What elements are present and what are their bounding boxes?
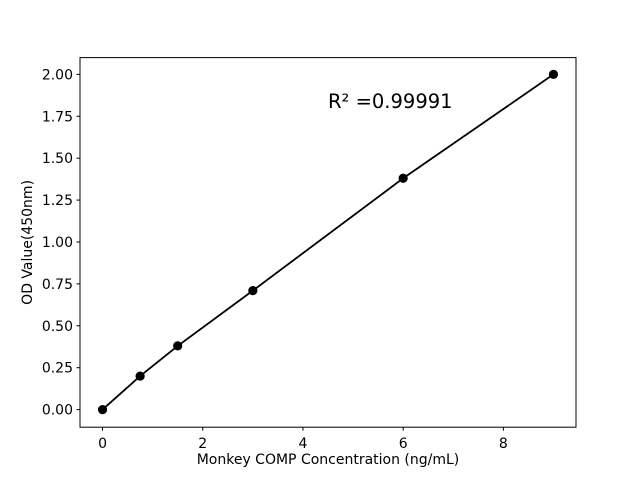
x-axis-label: Monkey COMP Concentration (ng/mL) <box>197 452 460 468</box>
series-line <box>101 73 554 411</box>
x-axis-ticks: 0 2 4 6 8 <box>98 427 508 452</box>
y-tick-label: 1.25 <box>42 193 73 209</box>
series-layer <box>97 69 559 415</box>
x-tick-label: 0 <box>98 436 107 452</box>
x-tick-label: 4 <box>298 436 307 452</box>
y-tick-label: 0.75 <box>42 277 73 293</box>
y-axis-label: OD Value(450nm) <box>20 180 36 305</box>
y-tick-label: 1.50 <box>42 151 73 167</box>
data-point <box>398 173 408 183</box>
y-tick-label: 0.50 <box>42 319 73 335</box>
data-point <box>97 405 108 415</box>
x-tick-label: 2 <box>198 436 207 452</box>
data-point <box>173 341 183 351</box>
r-squared-annotation: R² =0.99991 <box>328 90 453 113</box>
y-tick-label: 1.75 <box>42 109 73 125</box>
y-tick-label: 0.00 <box>42 403 73 419</box>
data-point <box>135 371 145 381</box>
x-tick-label: 6 <box>399 436 408 452</box>
x-tick-label: 8 <box>499 436 508 452</box>
y-tick-label: 2.00 <box>42 67 73 83</box>
y-axis-ticks: 0.00 0.25 0.50 0.75 1.00 1.25 1.50 1.75 2.00 <box>42 67 80 419</box>
data-point <box>548 69 559 79</box>
y-tick-label: 1.00 <box>42 235 73 251</box>
data-point <box>248 285 258 296</box>
y-tick-label: 0.25 <box>42 361 73 377</box>
